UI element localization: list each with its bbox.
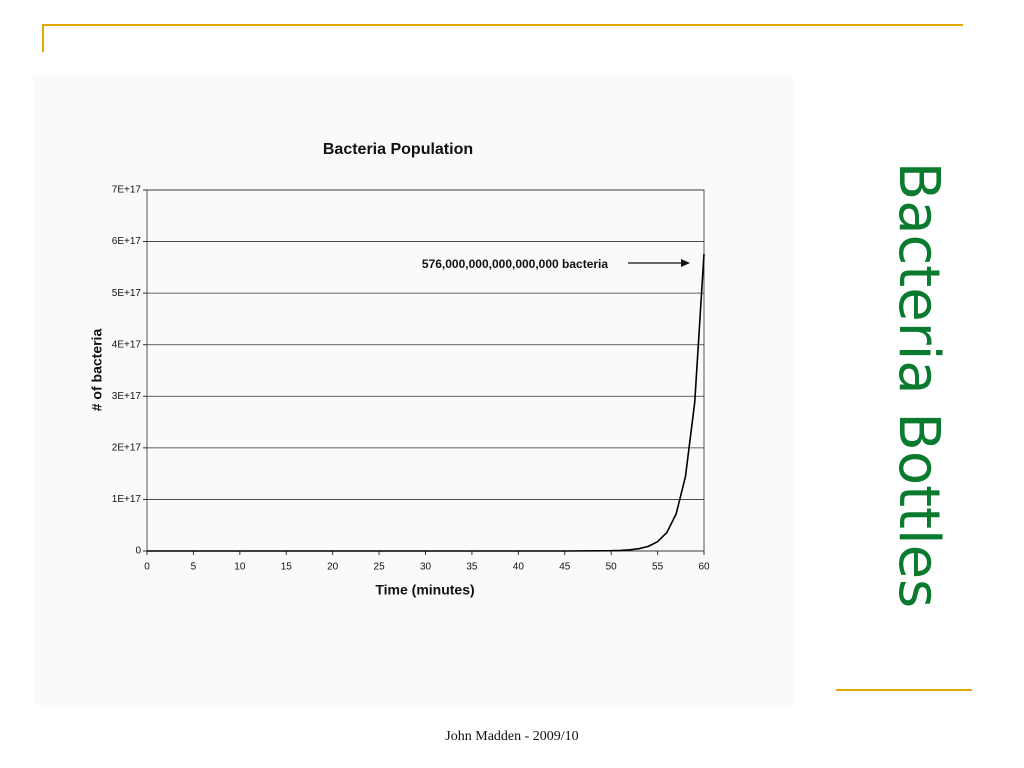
y-tick-label: 6E+17 [112,236,142,247]
x-tick-label: 55 [652,562,664,573]
y-tick-label: 4E+17 [112,339,142,350]
slide-title: Bacteria Bottles [886,162,951,608]
footer: John Madden - 2009/10 [445,729,578,744]
x-tick-label: 5 [191,562,197,573]
x-tick-label: 50 [606,562,618,573]
x-tick-label: 25 [374,562,386,573]
corner-rule [42,24,963,52]
chart-scan [33,75,793,705]
annotation: 576,000,000,000,000,000 bacteria [422,257,608,271]
y-tick-label: 2E+17 [112,442,142,453]
y-tick-label: 7E+17 [112,185,142,196]
y-tick-label: 5E+17 [112,288,142,299]
y-tick-label: 1E+17 [112,494,142,505]
x-axis-label: Time (minutes) [375,582,474,598]
y-tick-label: 3E+17 [112,391,142,402]
x-tick-label: 15 [281,562,293,573]
y-axis-label: # of bacteria [89,329,105,412]
arrow-head [681,259,690,267]
x-tick-label: 30 [420,562,432,573]
x-tick-label: 0 [144,562,150,573]
x-tick-label: 40 [513,562,525,573]
chart-title: Bacteria Population [323,141,473,158]
annotation-arrow [628,259,690,267]
x-tick-label: 10 [234,562,246,573]
x-tick-label: 20 [327,562,339,573]
x-tick-label: 60 [698,562,710,573]
y-tick-label: 0 [135,546,141,557]
x-tick-label: 45 [559,562,571,573]
data-line [147,253,705,552]
x-tick-label: 35 [466,562,478,573]
